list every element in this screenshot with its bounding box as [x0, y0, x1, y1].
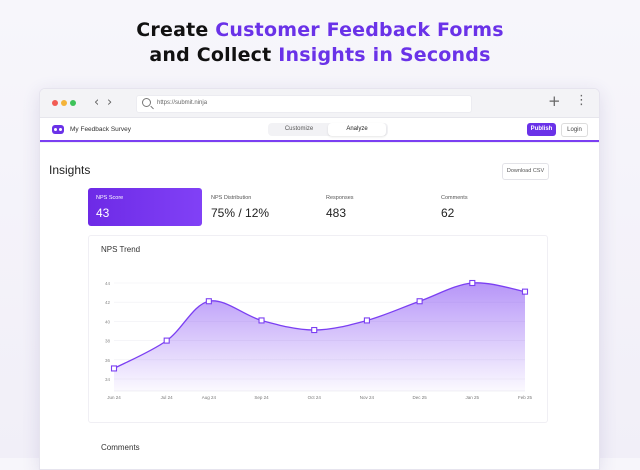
tab-customize[interactable]: Customize [284, 126, 314, 132]
minimize-window-dot[interactable] [61, 100, 67, 106]
headline-highlight: Customer Feedback Forms [215, 19, 504, 41]
download-csv-button[interactable]: Download CSV [502, 163, 549, 180]
data-point [258, 317, 265, 324]
stat-card-nps-distribution: NPS Distribution 75% / 12% [203, 188, 317, 226]
back-arrow-icon[interactable]: ‹ [94, 95, 100, 110]
y-tick-label: 40 [105, 319, 111, 324]
headline-text: Create [136, 19, 216, 41]
headline-highlight: Insights in Seconds [278, 44, 491, 66]
comments-section-title: Comments [101, 443, 140, 452]
data-point [205, 298, 212, 305]
y-tick-label: 36 [105, 358, 111, 363]
x-tick-label: Jun 24 [107, 395, 121, 400]
stat-label: Comments [441, 195, 468, 201]
data-point [416, 298, 423, 305]
headline-line-1: Create Customer Feedback Forms [0, 18, 640, 43]
app-header: My Feedback Survey Customize Analyze Pub… [40, 118, 599, 143]
stat-value: 43 [96, 206, 110, 220]
browser-toolbar: ‹ › https://submit.ninja + ⋮ [40, 89, 599, 118]
y-tick-label: 44 [105, 281, 111, 286]
series-area [114, 282, 525, 391]
x-tick-label: Nov 24 [360, 395, 375, 400]
address-bar[interactable]: https://submit.ninja [136, 95, 472, 113]
x-tick-label: Jan 25 [466, 395, 480, 400]
nps-trend-chart: 44 42 40 38 36 34 Jun 24 Jul 24 Aug 24 Sep 24 Oct … [105, 279, 533, 400]
stat-card-responses: Responses 483 [318, 188, 432, 226]
tab-analyze[interactable]: Analyze [328, 123, 386, 136]
stat-label: Responses [326, 195, 354, 201]
stat-label: NPS Score [96, 195, 124, 201]
login-button[interactable]: Login [561, 123, 588, 137]
view-switcher: Customize Analyze [268, 123, 388, 136]
x-tick-label: Dec 25 [412, 395, 427, 400]
publish-button[interactable]: Publish [527, 123, 556, 136]
stat-label: NPS Distribution [211, 195, 252, 201]
x-tick-label: Aug 24 [202, 395, 217, 400]
stat-card-nps-score: NPS Score 43 [88, 188, 202, 226]
y-tick-label: 34 [105, 377, 111, 382]
search-icon [142, 98, 151, 107]
app-logo-icon [52, 125, 64, 134]
survey-name: My Feedback Survey [70, 126, 132, 133]
maximize-window-dot[interactable] [70, 100, 76, 106]
data-point [521, 288, 529, 295]
chart-title: NPS Trend [101, 245, 141, 254]
marketing-headline: Create Customer Feedback Forms and Colle… [0, 18, 640, 68]
data-point [311, 326, 318, 334]
headline-text: and Collect [149, 44, 279, 66]
stat-value: 75% / 12% [211, 206, 270, 220]
x-tick-label: Jul 24 [161, 395, 174, 400]
forward-arrow-icon[interactable]: › [107, 95, 113, 110]
stat-value: 62 [441, 206, 455, 220]
data-point [163, 337, 170, 344]
x-tick-label: Sep 24 [254, 395, 269, 400]
stat-value: 483 [326, 206, 347, 220]
data-point [110, 365, 118, 372]
close-window-dot[interactable] [52, 100, 58, 106]
headline-line-2: and Collect Insights in Seconds [0, 43, 640, 68]
y-tick-label: 38 [105, 339, 111, 344]
browser-menu-icon[interactable]: ⋮ [575, 93, 588, 108]
y-tick-label: 42 [105, 300, 111, 305]
data-point [469, 279, 476, 287]
stat-card-comments: Comments 62 [433, 188, 547, 226]
data-point [363, 317, 370, 324]
page-title: Insights [49, 163, 91, 177]
url-text: https://submit.ninja [157, 100, 208, 106]
new-tab-icon[interactable]: + [548, 92, 561, 110]
x-tick-label: Oct 24 [308, 395, 322, 400]
x-tick-label: Feb 25 [518, 395, 533, 400]
